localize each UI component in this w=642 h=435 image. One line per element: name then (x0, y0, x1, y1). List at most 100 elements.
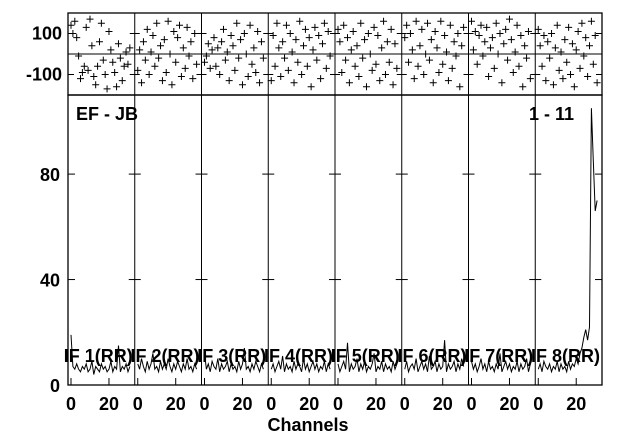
phase-point (517, 32, 525, 40)
phase-point (408, 46, 416, 54)
phase-point (471, 27, 479, 35)
phase-point (292, 36, 300, 44)
phase-point (557, 48, 565, 56)
phase-point (580, 52, 588, 60)
phase-point (84, 66, 92, 74)
phase-point (418, 25, 426, 33)
amplitude-line (204, 348, 264, 374)
phase-point (563, 58, 571, 66)
phase-point (488, 34, 496, 42)
phase-point (201, 58, 208, 66)
phase-point (300, 42, 308, 50)
phase-point (69, 30, 77, 37)
phase-point (376, 77, 384, 85)
phase-point (353, 42, 361, 50)
phase-point (364, 30, 372, 37)
phase-point (553, 21, 561, 29)
phase-point (82, 23, 90, 31)
phase-point (227, 32, 235, 40)
phase-point (277, 73, 285, 81)
phase-point (305, 34, 313, 42)
phase-point (181, 64, 189, 72)
amplitude-line (537, 108, 598, 374)
phase-point (315, 32, 323, 40)
phase-point (326, 52, 334, 60)
phase-point (589, 60, 597, 68)
phase-point (412, 17, 420, 25)
phase-point (229, 42, 237, 50)
phase-point (422, 50, 430, 58)
phase-point (380, 17, 388, 25)
phase-point (439, 60, 447, 68)
phase-point (544, 38, 552, 46)
panel-label: IF 2(RR) (131, 346, 200, 366)
phase-point (387, 25, 395, 33)
phase-point (570, 83, 578, 91)
phase-point (578, 19, 586, 27)
phase-point (443, 48, 451, 56)
phase-point (381, 71, 389, 78)
phase-point (403, 21, 411, 29)
phase-point (111, 68, 119, 76)
phase-point (507, 36, 515, 44)
phase-point (523, 54, 531, 62)
amplitude-line (337, 342, 398, 374)
phase-point (244, 73, 252, 81)
phase-point (147, 48, 155, 56)
phase-point (177, 73, 185, 81)
phase-point (519, 83, 527, 91)
phase-point (481, 38, 489, 46)
phase-point (433, 44, 441, 52)
phase-point (515, 62, 523, 70)
phase-point (320, 19, 328, 27)
phase-point (99, 56, 107, 64)
x-axis-label: Channels (267, 415, 348, 435)
phase-point (176, 21, 184, 29)
phase-point (368, 66, 376, 74)
phase-point (385, 58, 393, 66)
phase-point (378, 44, 386, 52)
phase-point (582, 34, 590, 42)
phase-point (185, 52, 193, 60)
phase-point (521, 42, 529, 50)
phase-point (193, 60, 201, 68)
phase-point (374, 32, 382, 40)
phase-point (75, 52, 83, 60)
phase-point (286, 30, 294, 37)
phase-point (524, 27, 532, 35)
phase-point (584, 73, 592, 81)
phase-point (469, 46, 477, 54)
phase-point (259, 54, 267, 62)
phase-point (174, 34, 182, 42)
x-tick-label: 20 (366, 394, 386, 414)
phase-point (162, 68, 170, 76)
phase-point (208, 46, 216, 54)
phase-point (309, 46, 317, 54)
phase-point (370, 23, 378, 31)
phase-point (158, 77, 166, 85)
phase-point (479, 52, 487, 60)
phase-point (301, 25, 309, 33)
phase-point (233, 19, 241, 27)
phase-point (155, 54, 163, 62)
phase-point (536, 42, 544, 50)
phase-point (450, 38, 458, 46)
x-tick-label: 0 (199, 394, 209, 414)
phase-point (122, 48, 130, 56)
phase-point (427, 36, 435, 44)
phase-point (105, 27, 113, 35)
phase-point (73, 34, 81, 42)
phase-point (475, 32, 483, 40)
phase-point (94, 62, 102, 70)
phase-point (235, 54, 243, 62)
phase-point (187, 38, 195, 46)
phase-point (298, 71, 306, 78)
phase-point (183, 23, 191, 31)
phase-point (113, 83, 121, 91)
phase-point (221, 56, 229, 64)
phase-point (107, 46, 115, 54)
phase-point (284, 66, 292, 74)
phase-point (425, 56, 433, 64)
phase-point (534, 25, 542, 33)
